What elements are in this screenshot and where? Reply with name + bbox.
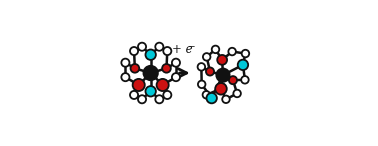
Circle shape	[203, 53, 211, 61]
Circle shape	[215, 83, 227, 95]
Circle shape	[172, 59, 180, 67]
Circle shape	[155, 95, 163, 103]
Circle shape	[242, 50, 249, 57]
Circle shape	[212, 46, 219, 53]
Circle shape	[130, 47, 138, 55]
Circle shape	[228, 48, 236, 55]
Circle shape	[241, 76, 249, 84]
Circle shape	[138, 95, 146, 103]
Circle shape	[130, 91, 138, 99]
Circle shape	[163, 47, 171, 55]
Circle shape	[206, 93, 217, 103]
Circle shape	[130, 64, 139, 73]
Circle shape	[143, 66, 158, 80]
Circle shape	[203, 91, 210, 99]
Circle shape	[172, 73, 180, 81]
Circle shape	[121, 59, 129, 67]
Circle shape	[146, 49, 156, 60]
Circle shape	[162, 64, 171, 73]
Circle shape	[217, 55, 227, 65]
Circle shape	[222, 95, 230, 103]
Circle shape	[146, 86, 156, 97]
Circle shape	[238, 60, 248, 70]
Circle shape	[163, 91, 171, 99]
Circle shape	[198, 63, 205, 71]
Circle shape	[133, 79, 145, 91]
Circle shape	[155, 43, 163, 51]
Circle shape	[216, 68, 230, 82]
Circle shape	[198, 81, 206, 88]
Circle shape	[206, 67, 214, 76]
Text: + e: + e	[172, 43, 193, 56]
Circle shape	[233, 90, 241, 97]
Circle shape	[156, 79, 169, 91]
Text: −: −	[187, 42, 195, 51]
Circle shape	[138, 43, 146, 51]
Circle shape	[121, 73, 129, 81]
Circle shape	[229, 76, 237, 84]
